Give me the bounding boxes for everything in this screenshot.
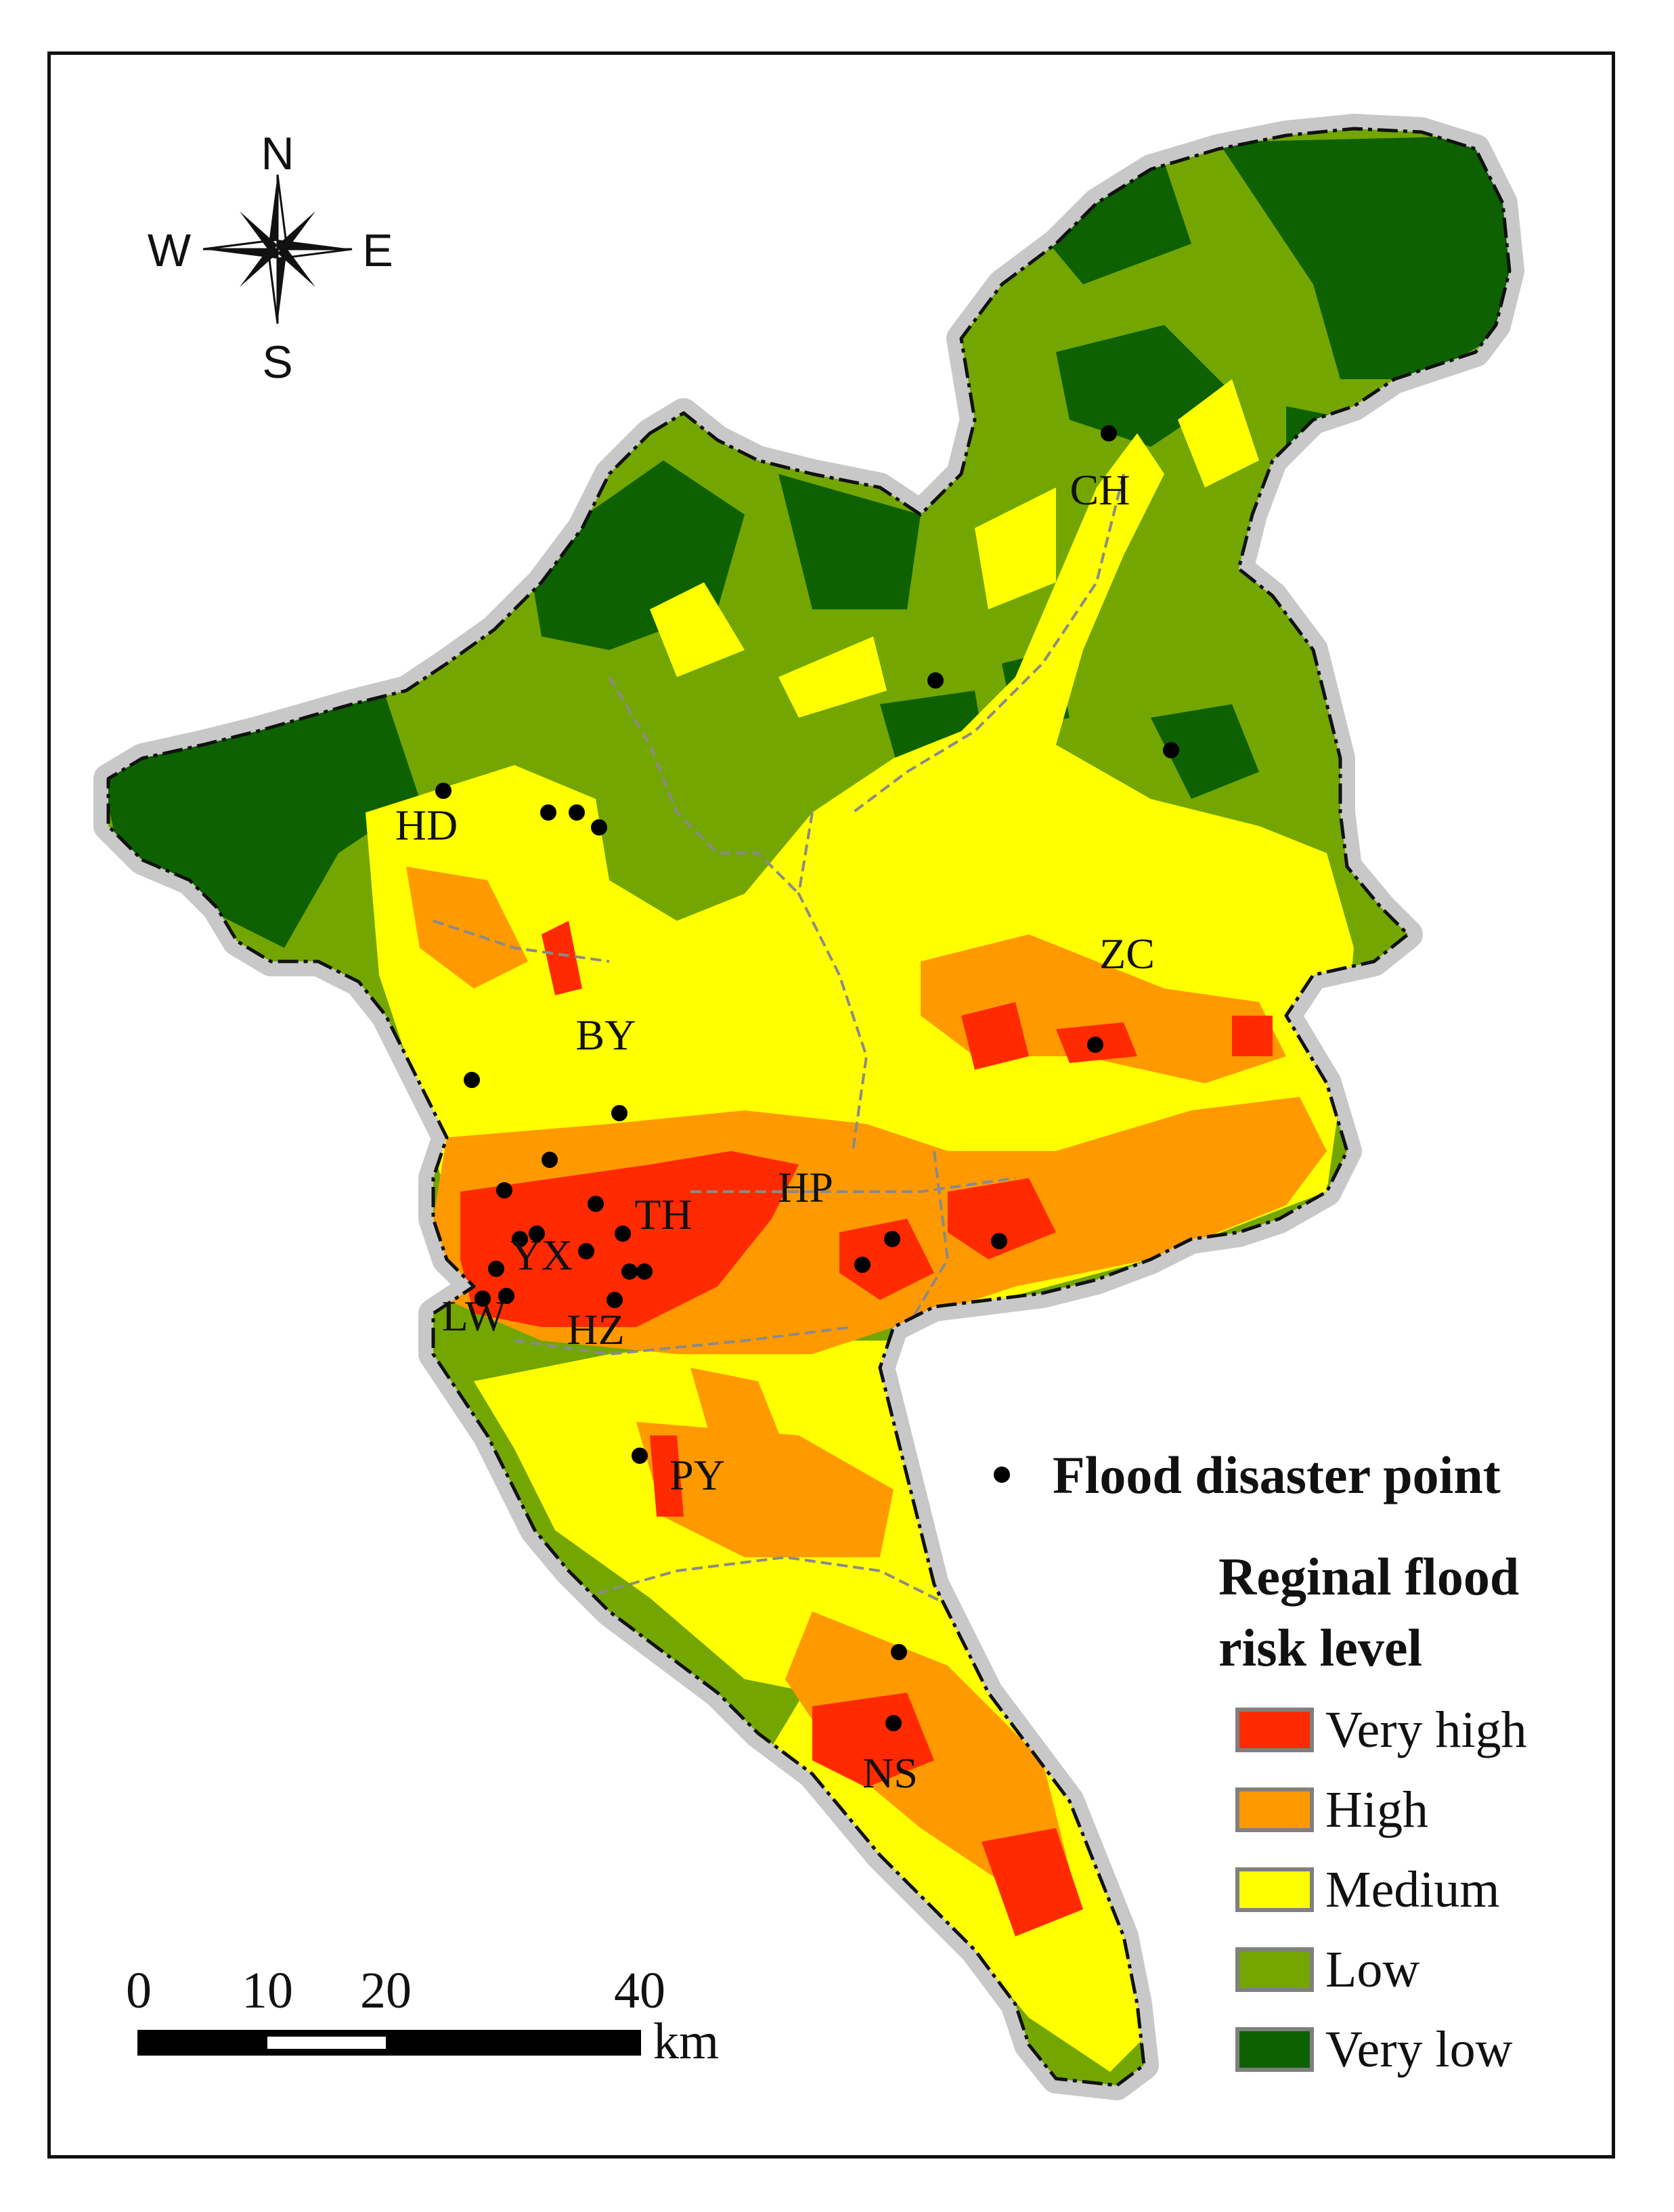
scale-tick-10: 10 (242, 1962, 293, 2019)
map-frame (47, 51, 1615, 2159)
flood-point (607, 1292, 623, 1308)
district-label-by: BY (576, 1011, 636, 1059)
district-boundaries (433, 473, 1125, 1613)
flood-point (1163, 742, 1179, 758)
legend-swatch-low (1235, 1947, 1314, 1992)
legend-swatch-high (1235, 1787, 1314, 1832)
flood-point (569, 804, 585, 821)
legend: Flood disaster point Reginal flood risk … (994, 1446, 1527, 2078)
flood-point (927, 672, 944, 689)
flood-point (529, 1226, 545, 1242)
scale-tick-40: 40 (614, 1962, 665, 2019)
flood-point (621, 1263, 638, 1280)
legend-label-very-high: Very high (1325, 1701, 1527, 1758)
flood-point (611, 1105, 627, 1121)
compass-south-label: S (262, 337, 292, 388)
flood-point (885, 1715, 902, 1731)
legend-swatch-very-high (1235, 1708, 1314, 1752)
flood-point (591, 819, 607, 836)
district-label-hd: HD (395, 801, 458, 849)
flood-point (542, 1152, 558, 1168)
flood-point (578, 1243, 594, 1259)
legend-label-medium: Medium (1325, 1861, 1500, 1918)
flood-point (1101, 425, 1117, 441)
legend-label-low: Low (1325, 1941, 1419, 1998)
legend-title-line1: Reginal flood (1218, 1547, 1519, 1606)
scale-bar-body (137, 2030, 641, 2056)
district-label-py: PY (669, 1451, 725, 1499)
flood-point (991, 1233, 1007, 1249)
compass-west-label: W (148, 225, 191, 276)
flood-point (475, 1291, 491, 1307)
flood-point (615, 1226, 631, 1242)
flood-point (435, 783, 451, 799)
legend-label-high: High (1325, 1781, 1428, 1838)
flood-point (636, 1263, 653, 1280)
flood-point (488, 1261, 504, 1277)
flood-point (464, 1072, 480, 1088)
legend-swatch-medium (1235, 1867, 1314, 1912)
flood-point (512, 1231, 528, 1247)
flood-point (632, 1448, 648, 1464)
scale-tick-20: 20 (360, 1962, 412, 2019)
flood-point (496, 1182, 512, 1198)
legend-swatch-very-low (1235, 2027, 1314, 2072)
legend-title-line2: risk level (1218, 1618, 1422, 1677)
flood-point (540, 804, 556, 821)
compass-east-label: E (362, 225, 393, 276)
flood-points (435, 425, 1179, 1731)
legend-points-label: Flood disaster point (1053, 1446, 1501, 1504)
flood-point (1087, 1037, 1103, 1053)
flood-point (588, 1196, 604, 1212)
compass-rose: N S E W (148, 128, 393, 388)
scale-tick-0: 0 (126, 1962, 152, 2019)
district-label-hp: HP (778, 1163, 833, 1211)
scale-unit: km (653, 2013, 719, 2070)
district-label-zc: ZC (1099, 930, 1155, 978)
flood-point (854, 1257, 871, 1273)
district-label-ch: CH (1070, 466, 1130, 514)
legend-items: Very high High Medium Low Very low (1235, 1701, 1527, 2078)
district-label-ns: NS (862, 1749, 918, 1797)
district-label-yx: YX (510, 1231, 573, 1279)
district-label-hz: HZ (567, 1305, 624, 1353)
district-label-lw: LW (442, 1292, 506, 1340)
flood-point (891, 1644, 907, 1660)
district-label-th: TH (634, 1190, 692, 1238)
flood-point (884, 1231, 900, 1247)
compass-north-label: N (261, 128, 294, 179)
flood-point (498, 1288, 514, 1304)
legend-point-icon (994, 1467, 1010, 1483)
scale-bar-white-segment (267, 2037, 386, 2049)
north-arrow-icon (202, 174, 353, 324)
risk-very-high-areas (460, 921, 1273, 1936)
legend-label-very-low: Very low (1325, 2021, 1513, 2078)
scale-bar: 0 10 20 40 km (126, 1962, 719, 2070)
